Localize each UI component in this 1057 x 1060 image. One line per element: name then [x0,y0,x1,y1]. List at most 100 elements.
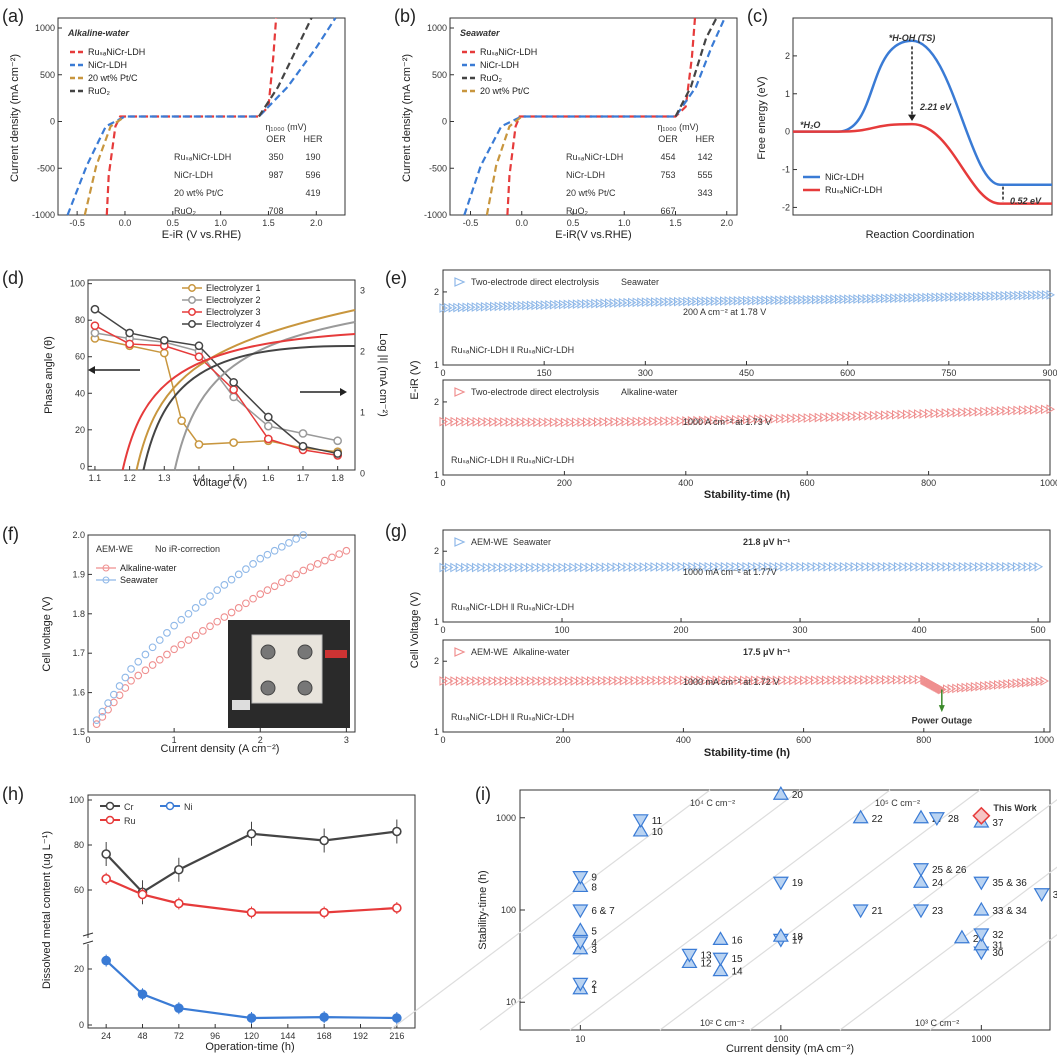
point-label: 16 [731,935,743,946]
data-marker [515,676,525,686]
data-marker [985,406,995,417]
data-marker [1018,290,1028,301]
data-marker [756,675,765,686]
data-marker [499,301,508,312]
data-marker [910,561,919,572]
data-marker [734,675,744,686]
x-tick-label: 1000 [1040,478,1057,488]
data-marker [780,561,789,572]
data-marker [991,406,1000,417]
series-NiCr-LDH [463,17,726,216]
data-marker [299,531,308,539]
table-value: 419 [305,188,320,198]
data-marker [816,294,826,305]
data-marker [623,562,632,572]
data-marker [972,291,982,302]
data-marker [726,561,735,572]
legend-label: RuₛₐNiCr-LDH [825,185,882,195]
data-marker [843,675,853,685]
data-marker [875,410,884,421]
series-RuNiCr-LDH [793,122,1052,205]
logI-curve [121,333,356,471]
data-marker [531,300,540,311]
point-label: 2 [591,979,597,990]
data-marker [753,561,762,572]
data-marker [752,295,761,306]
data-marker [1000,290,1010,301]
plot-frame [442,379,1051,476]
data-marker [908,292,918,303]
data-marker [558,562,568,573]
data-marker [285,574,293,583]
data-marker [919,408,929,419]
table-col: OER [658,134,678,144]
data-marker [618,297,628,308]
y-tick-label: -1000 [424,210,447,220]
data-marker [655,297,665,307]
literature-marker [681,948,698,963]
y-tick-label: 2.0 [72,530,85,540]
legend-label: NiCr-LDH [480,60,519,70]
data-marker [871,293,881,304]
subplot-condition: 1000 A cm⁻² at 1.73 V [683,417,771,427]
literature-marker [928,812,945,826]
data-marker [450,562,459,573]
data-marker [439,303,449,313]
literature-marker [852,809,869,824]
data-marker [580,562,589,573]
data-marker [984,680,994,691]
data-marker [170,645,178,654]
legend-marker [454,647,466,657]
data-marker [745,675,754,686]
data-marker [540,300,550,310]
data-marker [814,412,824,423]
data-marker [177,640,186,649]
data-marker [586,298,596,309]
data-marker [802,294,812,305]
data-marker [536,562,546,573]
legend-marker [454,387,466,397]
data-marker [608,675,618,686]
x-tick-label: 0 [440,735,445,745]
data-marker [623,297,632,308]
data-marker [553,562,562,573]
x-tick-label: 1.7 [297,473,310,483]
data-marker [1040,676,1049,686]
data-marker [592,675,601,686]
y-tick-label: 1 [434,617,439,627]
table-header: η₁₀₀₀ (mV) [657,122,698,132]
y-tick-label: 1000 [35,23,55,33]
data-marker [554,676,563,686]
data-marker [747,295,757,306]
data-marker [687,415,697,426]
x-tick-label: 216 [389,1031,404,1041]
data-marker [660,297,669,307]
data-marker [531,562,540,573]
data-marker [683,296,692,307]
x-tick-label: 200 [556,735,571,745]
data-marker [641,297,651,308]
data-marker [948,561,957,572]
data-marker [457,302,467,313]
data-marker [270,546,279,555]
x-tick-label: 0 [440,368,445,378]
y-tick-label: 2 [434,546,439,556]
marker [174,864,184,875]
data-marker [509,562,519,573]
data-marker [439,562,449,573]
data-marker [270,582,279,591]
data-marker [263,550,272,559]
table-row-name: RuₛₐNiCr-LDH [174,152,231,162]
data-marker [848,294,858,304]
point-label: 29 [973,934,985,945]
data-marker [952,683,961,694]
panel-label: (e) [385,268,407,288]
data-marker [462,302,472,313]
axis-break-mark [82,932,94,937]
panel-label: (g) [385,521,407,541]
data-marker [899,561,908,572]
cable [325,650,347,658]
point-label: 1 [591,985,597,996]
barrier-label: 2.21 eV [919,102,952,112]
point-label: 11 [652,816,663,827]
